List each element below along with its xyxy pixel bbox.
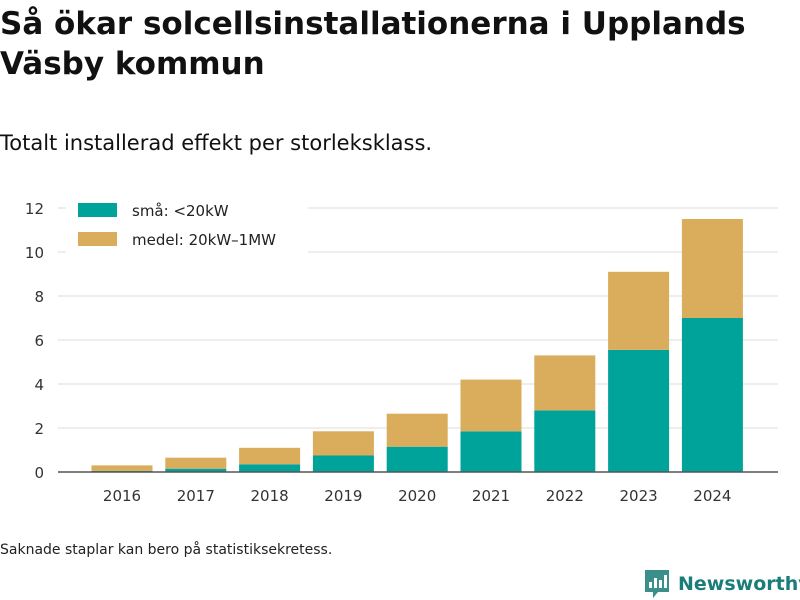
bar-segment-medium xyxy=(681,219,743,318)
legend-label: små: <20kW xyxy=(132,202,229,220)
brand-name: Newsworthy xyxy=(678,573,800,595)
legend-swatch xyxy=(78,232,117,246)
newsworthy-logo-icon xyxy=(645,570,669,598)
x-tick-label: 2018 xyxy=(251,487,289,505)
bar-segment-medium xyxy=(534,355,596,411)
bar-segment-small xyxy=(608,349,670,472)
bar-segment-small xyxy=(386,446,448,472)
x-tick-label: 2020 xyxy=(398,487,436,505)
y-tick-label: 2 xyxy=(34,420,44,438)
brand-logo: Newsworthy xyxy=(644,568,800,600)
legend-swatch xyxy=(78,203,117,217)
x-tick-label: 2023 xyxy=(620,487,658,505)
bar-segment-medium xyxy=(608,271,670,350)
bar-segment-medium xyxy=(91,465,153,471)
bars xyxy=(91,219,743,472)
bar-segment-small xyxy=(460,431,522,472)
footnote: Saknade staplar kan bero på statistiksek… xyxy=(0,542,333,558)
x-tick-label: 2024 xyxy=(693,487,731,505)
x-tick-label: 2016 xyxy=(103,487,141,505)
y-tick-label: 4 xyxy=(34,376,44,394)
x-tick-label: 2019 xyxy=(324,487,362,505)
bar-segment-small xyxy=(312,455,374,472)
legend-label: medel: 20kW–1MW xyxy=(132,231,276,249)
y-tick-label: 10 xyxy=(25,244,44,262)
bar-segment-small xyxy=(534,410,596,472)
bar-segment-small xyxy=(165,468,227,472)
y-tick-label: 0 xyxy=(34,464,44,482)
bar-segment-medium xyxy=(239,447,301,465)
legend: små: <20kW medel: 20kW–1MW xyxy=(66,198,308,256)
x-tick-label: 2017 xyxy=(177,487,215,505)
bar-segment-medium xyxy=(460,379,522,432)
y-tick-label: 6 xyxy=(34,332,44,350)
bar-segment-small xyxy=(681,318,743,472)
y-axis-ticks: 0 2 4 6 8 10 12 xyxy=(25,200,44,482)
x-axis-ticks: 2016 2017 2018 2019 2020 2021 2022 2023 2024 xyxy=(103,487,732,505)
bar-segment-medium xyxy=(386,413,448,447)
chart-title: Så ökar solcellsinstallationerna i Uppla… xyxy=(0,6,746,82)
y-tick-label: 8 xyxy=(34,288,44,306)
bar-segment-medium xyxy=(165,457,227,469)
x-tick-label: 2021 xyxy=(472,487,510,505)
x-tick-label: 2022 xyxy=(546,487,584,505)
chart-subtitle: Totalt installerad effekt per storlekskl… xyxy=(0,131,433,155)
bar-segment-small xyxy=(239,464,301,472)
bar-segment-medium xyxy=(312,431,374,456)
y-tick-label: 12 xyxy=(25,200,44,218)
